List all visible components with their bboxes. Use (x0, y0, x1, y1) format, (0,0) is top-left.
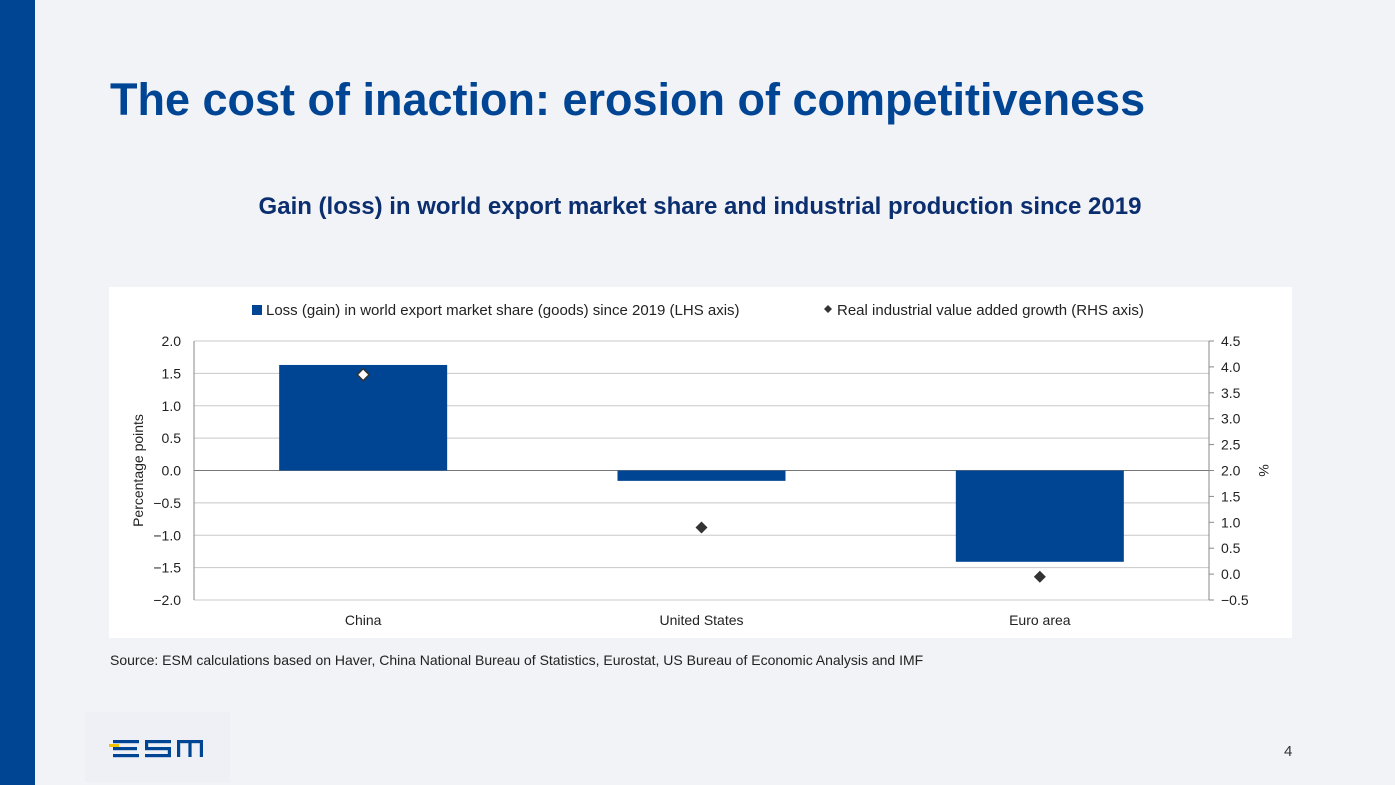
scatter-series (356, 367, 1046, 583)
y2-tick-label: 2.5 (1221, 437, 1241, 453)
data-point-diamond (1033, 570, 1046, 583)
chart-svg: Loss (gain) in world export market share… (130, 302, 1272, 628)
y-tick-label: 0.0 (162, 463, 182, 479)
x-tick-label: China (345, 612, 382, 628)
y2-tick-label: 4.0 (1221, 359, 1241, 375)
y-tick-label: 0.5 (162, 430, 182, 446)
y2-tick-label: 3.0 (1221, 411, 1241, 427)
source-note: Source: ESM calculations based on Haver,… (110, 652, 924, 668)
chart-legend: Loss (gain) in world export market share… (252, 302, 1144, 319)
legend-bar-label: Loss (gain) in world export market share… (266, 302, 740, 319)
y2-tick-label: 0.5 (1221, 540, 1241, 556)
bar-series (279, 364, 1124, 562)
bar (279, 364, 448, 471)
y-tick-label: 1.5 (162, 365, 182, 381)
right-axis-ticks: 4.5 4.0 3.5 3.0 2.5 2.0 1.5 1.0 0.5 0.0 −0.5 (1209, 333, 1249, 608)
y2-tick-label: −0.5 (1221, 592, 1249, 608)
y-tick-label: 2.0 (162, 333, 182, 349)
y2-tick-label: 2.0 (1221, 463, 1241, 479)
bar (955, 470, 1124, 562)
y2-tick-label: 1.0 (1221, 514, 1241, 530)
esm-logo (85, 712, 230, 782)
x-axis-labels: China United States Euro area (345, 612, 1071, 628)
y-axis-label: Percentage points (130, 414, 146, 527)
side-accent-bar (0, 0, 35, 785)
chart-panel: Loss (gain) in world export market share… (109, 287, 1292, 638)
chart-title: Gain (loss) in world export market share… (258, 193, 1142, 220)
y-tick-label: 1.0 (162, 398, 182, 414)
y-tick-label: −1.5 (153, 560, 181, 576)
y2-tick-label: 4.5 (1221, 333, 1241, 349)
data-point-diamond (356, 367, 371, 382)
y-tick-label: −1.0 (153, 527, 181, 543)
legend-bar-swatch (252, 305, 262, 315)
y2-tick-label: 0.0 (1221, 566, 1241, 582)
y-tick-label: −0.5 (153, 495, 181, 511)
esm-logo-icon (109, 740, 203, 758)
legend-diamond-marker (824, 305, 832, 313)
page-number: 4 (1284, 743, 1293, 760)
bar (617, 470, 786, 481)
y2-axis-label: % (1256, 464, 1272, 476)
y-tick-label: −2.0 (153, 592, 181, 608)
data-point-diamond (695, 521, 708, 534)
legend-diamond-label: Real industrial value added growth (RHS … (837, 302, 1144, 319)
slide-title: The cost of inaction: erosion of competi… (110, 74, 1146, 125)
left-axis-ticks: 2.0 1.5 1.0 0.5 0.0 −0.5 −1.0 −1.5 −2.0 (153, 333, 181, 608)
y2-tick-label: 1.5 (1221, 488, 1241, 504)
y2-tick-label: 3.5 (1221, 385, 1241, 401)
x-tick-label: Euro area (1009, 612, 1071, 628)
x-tick-label: United States (659, 612, 743, 628)
